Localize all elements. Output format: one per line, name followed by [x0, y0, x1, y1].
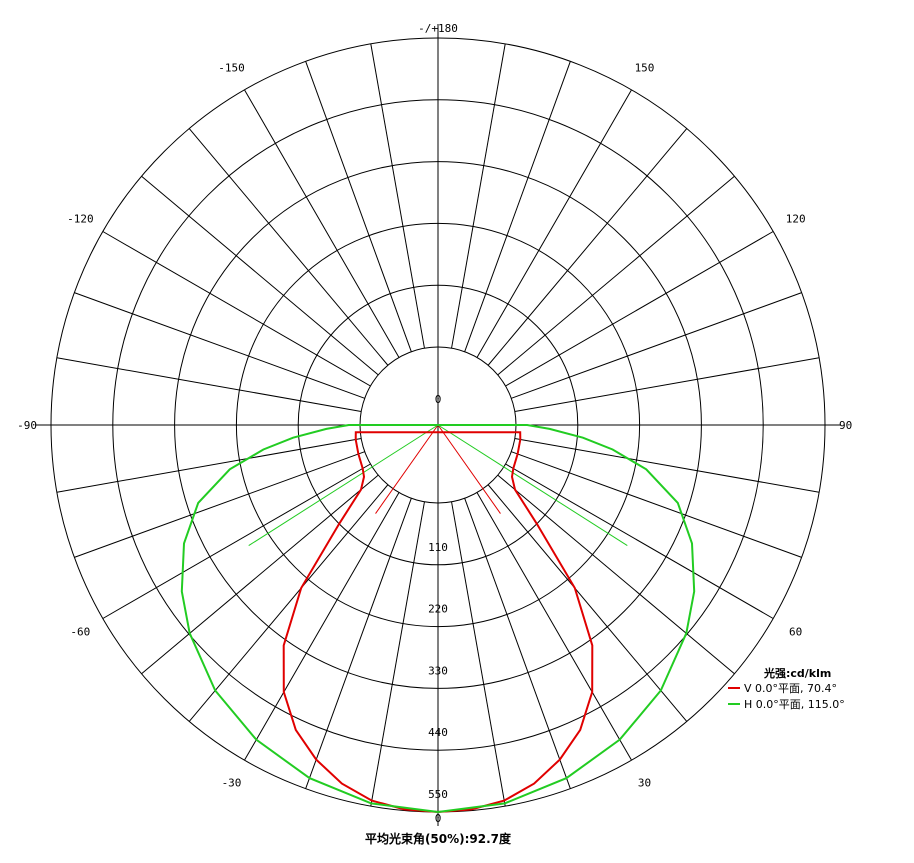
angle-label-120: 120 — [786, 213, 806, 226]
spoke-120 — [505, 231, 774, 387]
legend-entry-0: V 0.0°平面, 70.4° — [744, 682, 837, 695]
angle-label--60: -60 — [70, 626, 90, 639]
spoke-200 — [305, 61, 412, 352]
legend: 光强:cd/klm V 0.0°平面, 70.4° H 0.0°平面, 115.0… — [728, 666, 845, 711]
spoke-290 — [74, 451, 365, 558]
beam-line-0-0 — [437, 424, 501, 514]
spoke-30 — [476, 492, 632, 761]
angle-label--/+180: -/+180 — [418, 22, 458, 35]
angle-label-60: 60 — [789, 626, 802, 639]
spoke-170 — [451, 43, 506, 349]
ring-label-bottom-zero: 0 — [435, 812, 442, 825]
spoke-190 — [370, 43, 425, 349]
spoke-250 — [74, 292, 365, 399]
legend-title: 光强:cd/klm — [763, 666, 831, 680]
angle-label-30: 30 — [638, 777, 651, 790]
angle-spokes — [35, 24, 841, 826]
spoke-130 — [497, 175, 735, 376]
spoke-330 — [244, 492, 400, 761]
spoke-260 — [56, 357, 362, 412]
spoke-320 — [188, 484, 389, 722]
footer-beam-angle: 平均光束角(50%):92.7度 — [365, 831, 512, 846]
angle-label-150: 150 — [635, 61, 655, 74]
spoke-310 — [141, 474, 379, 675]
angle-labels: -/+180 -150 150 -120 120 -90 90 -60 60 -30 30 — [17, 22, 852, 790]
series-curve-1 — [180, 424, 696, 814]
spoke-60 — [505, 463, 774, 619]
series-curves — [180, 424, 696, 814]
spoke-240 — [102, 231, 371, 387]
ring-label-0: 0 — [435, 393, 442, 406]
ring-label-440: 440 — [428, 726, 448, 739]
spoke-50 — [497, 474, 735, 675]
spoke-220 — [188, 128, 389, 366]
angle-label--150: -150 — [218, 61, 245, 74]
spoke-110 — [511, 292, 802, 399]
spoke-210 — [244, 89, 400, 358]
angle-label--90: -90 — [17, 419, 37, 432]
beam-line-1-0 — [437, 424, 628, 547]
spoke-230 — [141, 175, 379, 376]
ring-label-330: 330 — [428, 664, 448, 677]
spoke-340 — [305, 498, 412, 789]
spoke-10 — [451, 501, 506, 807]
spoke-350 — [370, 501, 425, 807]
spoke-70 — [511, 451, 802, 558]
spoke-100 — [514, 357, 820, 412]
ring-label-110: 110 — [428, 541, 448, 554]
spoke-150 — [476, 89, 632, 358]
ring-labels: 0 110 220 330 440 550 0 — [428, 393, 448, 825]
spoke-20 — [464, 498, 571, 789]
ring-label-550: 550 — [428, 788, 448, 801]
spoke-140 — [487, 128, 688, 366]
spoke-40 — [487, 484, 688, 722]
angle-label-90: 90 — [839, 419, 852, 432]
spoke-80 — [514, 438, 820, 493]
angle-label--120: -120 — [67, 213, 94, 226]
beam-line-1-1 — [248, 424, 439, 547]
beam-line-0-1 — [375, 424, 439, 514]
spoke-300 — [102, 463, 371, 619]
legend-entry-1: H 0.0°平面, 115.0° — [744, 698, 845, 711]
spoke-160 — [464, 61, 571, 352]
angle-label--30: -30 — [222, 777, 242, 790]
spoke-280 — [56, 438, 362, 493]
beam-angle-lines — [248, 424, 628, 547]
ring-label-220: 220 — [428, 603, 448, 616]
